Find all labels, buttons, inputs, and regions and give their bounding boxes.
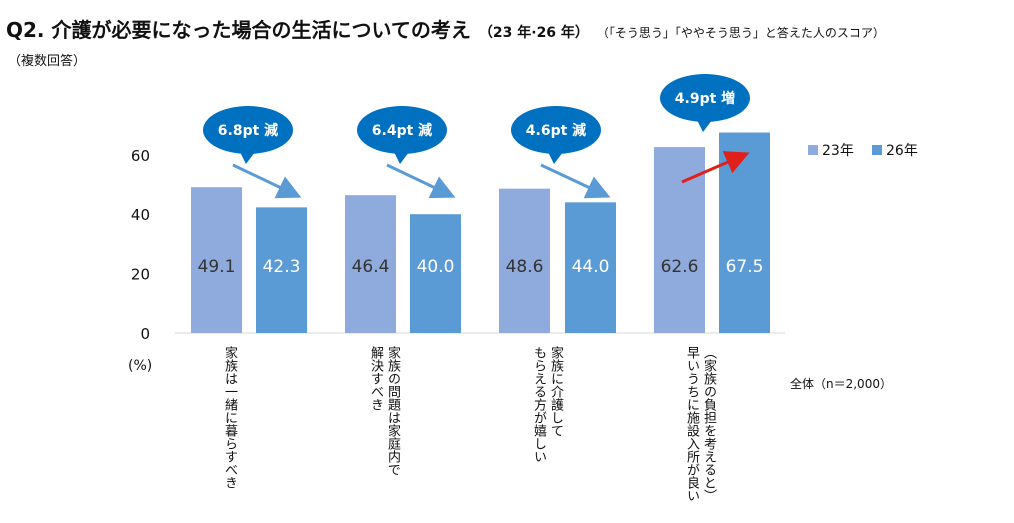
- decrease-arrow: [232, 163, 302, 199]
- legend-swatch: [808, 145, 818, 155]
- title-main: Q2. 介護が必要になった場合の生活についての考え: [6, 18, 471, 42]
- title-years: （23 年·26 年）: [478, 25, 589, 41]
- legend-label: 26年: [886, 143, 918, 159]
- legend-swatch: [872, 145, 882, 155]
- change-bubble: [660, 74, 750, 122]
- change-bubble: [357, 106, 447, 154]
- data-label: 46.4: [352, 257, 390, 277]
- bar: [565, 202, 616, 333]
- x-category-line: 家族は一緒に暮らすべき: [222, 346, 237, 489]
- decrease-arrow: [386, 163, 456, 199]
- data-label: 48.6: [506, 257, 544, 277]
- change-bubble-tail: [238, 148, 258, 164]
- x-category-label: 家族は一緒に暮らすべき: [221, 346, 238, 489]
- x-category-label: 家族に介護して もらえる方が嬉しい: [530, 346, 564, 463]
- legend-label: 23年: [822, 143, 854, 159]
- unit-label: (%): [128, 358, 152, 374]
- change-bubble: [203, 106, 293, 154]
- change-label: 4.9pt 増: [675, 90, 735, 107]
- x-category-label: 家族の問題は家庭内で 解決すべき: [367, 346, 401, 476]
- data-label: 42.3: [263, 257, 301, 277]
- y-tick-label: 0: [140, 325, 150, 343]
- change-label: 6.8pt 減: [218, 122, 278, 139]
- change-bubble-tail: [695, 116, 715, 132]
- x-category-line: 早いうちに施設入所が良い: [684, 346, 699, 502]
- x-category-line: 家族に介護して: [548, 346, 563, 437]
- x-category-line: もらえる方が嬉しい: [531, 346, 546, 463]
- data-label: 62.6: [661, 257, 699, 277]
- bar: [345, 195, 396, 333]
- bar: [191, 187, 242, 333]
- y-tick-label: 40: [131, 206, 150, 224]
- decrease-arrow: [540, 163, 611, 199]
- data-label: 44.0: [572, 257, 610, 277]
- bar: [499, 188, 550, 333]
- x-category-line: 家族の問題は家庭内で: [385, 346, 400, 476]
- change-label: 6.4pt 減: [372, 122, 432, 139]
- x-category-line: 解決すべき: [368, 346, 383, 411]
- data-label: 40.0: [417, 257, 455, 277]
- bar: [256, 207, 307, 333]
- data-label: 49.1: [198, 257, 236, 277]
- change-bubble-tail: [546, 148, 566, 164]
- y-tick-label: 60: [131, 147, 150, 165]
- change-bubble-tail: [392, 148, 412, 164]
- chart-title: Q2. 介護が必要になった場合の生活についての考え （23 年·26 年） （「そう…: [6, 14, 885, 43]
- x-category-label: （家族の負担を考えると） 早いうちに施設入所が良い: [683, 346, 717, 502]
- data-label: 67.5: [726, 257, 764, 277]
- change-label: 4.6pt 減: [526, 122, 586, 139]
- total-label: 全体（n＝2,000）: [790, 377, 892, 391]
- title-note: （「そう思う」「ややそう思う」と答えた人のスコア）: [602, 26, 885, 40]
- bar: [654, 147, 705, 333]
- title-subnote: （複数回答）: [8, 54, 87, 69]
- y-tick-label: 20: [131, 266, 150, 284]
- change-bubble: [511, 106, 601, 154]
- x-category-line: （家族の負担を考えると）: [701, 346, 716, 502]
- bar: [410, 214, 461, 333]
- increase-arrow: [681, 151, 750, 184]
